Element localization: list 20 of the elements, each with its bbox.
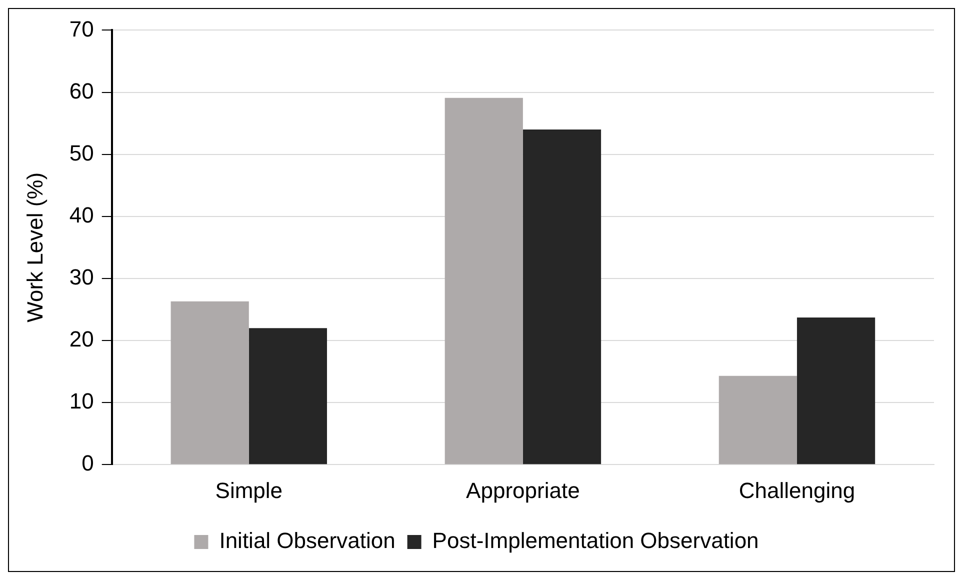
x-tick-label: Simple (215, 478, 283, 503)
y-tick-label: 60 (69, 78, 94, 104)
bar (718, 376, 797, 464)
legend-label: Post-Implementation Observation (432, 528, 759, 554)
bar (170, 301, 249, 464)
y-tick-label: 70 (69, 16, 94, 42)
bar (248, 328, 327, 464)
bar (522, 129, 602, 464)
y-tick-label: 0 (82, 450, 94, 476)
legend-label: Initial Observation (219, 528, 396, 554)
y-tick-label: 10 (69, 388, 94, 414)
bar (444, 98, 523, 464)
y-tick-label: 50 (69, 140, 94, 166)
x-tick-label: Challenging (738, 478, 856, 503)
y-tick-label: 20 (69, 326, 94, 352)
y-tick-label: 40 (69, 202, 94, 228)
x-tick-label: Appropriate (466, 478, 580, 503)
y-tick-label: 30 (69, 264, 94, 290)
y-axis-title: Work Level (%) (22, 172, 48, 322)
bar (796, 318, 876, 464)
